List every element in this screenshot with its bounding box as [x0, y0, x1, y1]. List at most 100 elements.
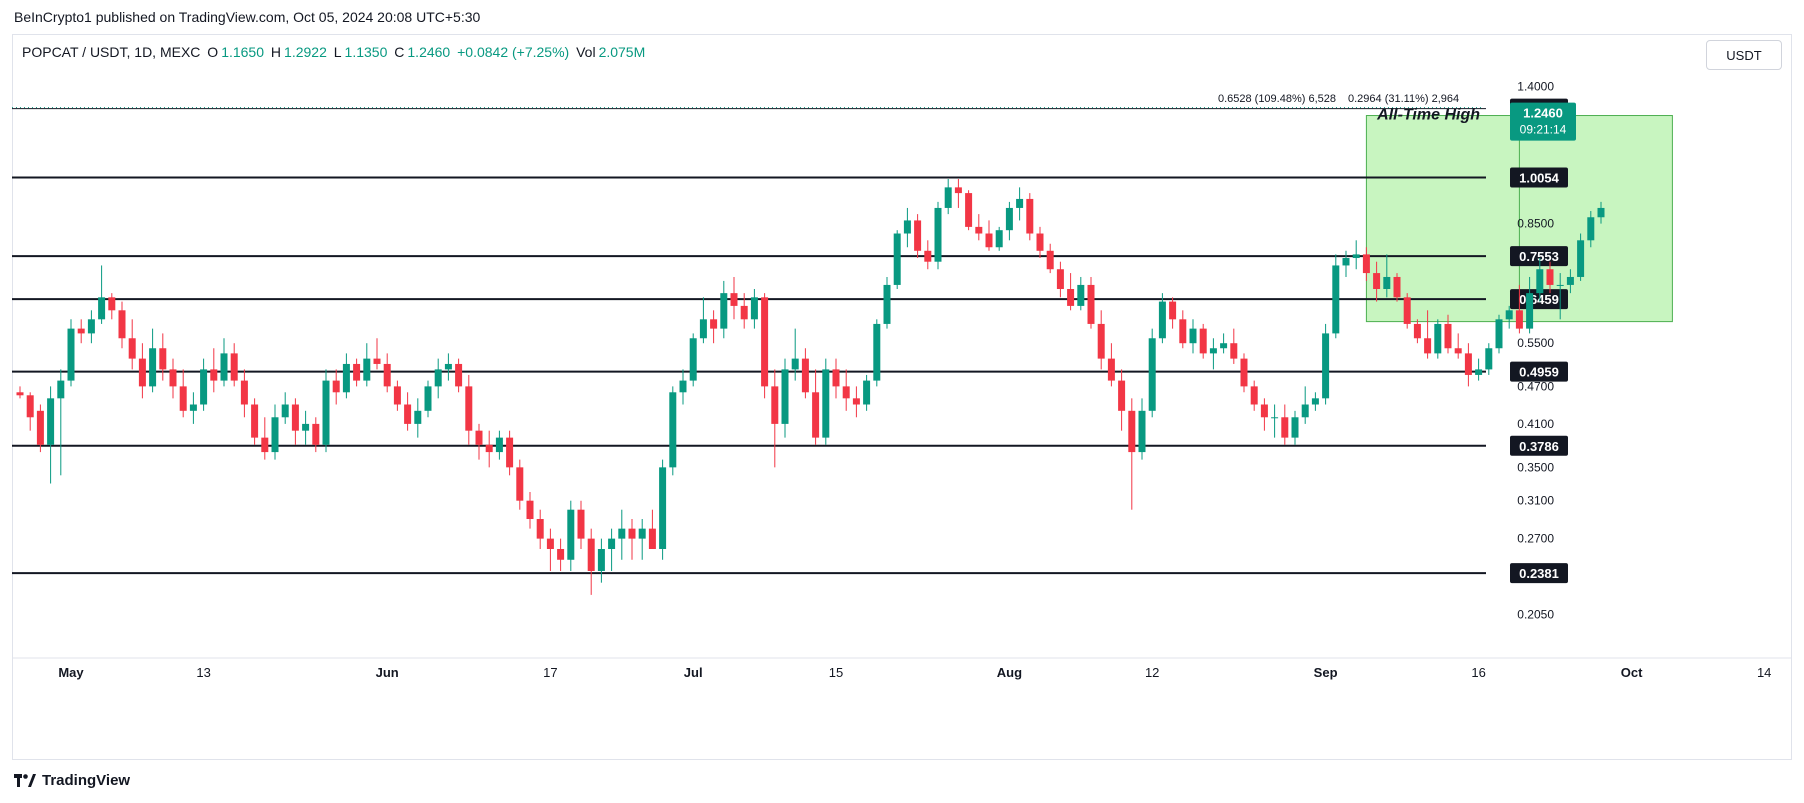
candle-body: [291, 404, 299, 431]
currency-button[interactable]: USDT: [1706, 40, 1782, 70]
level-label-bg: [1510, 563, 1568, 584]
candle-body: [220, 353, 228, 381]
candle-body: [353, 363, 361, 381]
candle-body: [1393, 276, 1401, 298]
publisher-credit: BeInCrypto1 published on TradingView.com…: [14, 9, 481, 25]
candle-body: [87, 319, 95, 334]
candle-body: [1577, 240, 1585, 277]
close-value: 1.2460: [407, 44, 451, 60]
candle-body: [1118, 380, 1126, 411]
level-label: 1.0054: [1519, 171, 1560, 186]
candle-body: [475, 430, 483, 445]
level-label-bg: [1510, 435, 1568, 456]
candle-body: [363, 358, 371, 381]
level-label-bg: [1510, 289, 1568, 310]
level-label-bg: [1510, 246, 1568, 267]
candle-body: [720, 293, 728, 329]
candle-body: [1332, 265, 1340, 334]
candle-body: [261, 437, 269, 453]
candle-body: [638, 528, 646, 539]
candle-body: [1005, 207, 1013, 231]
candle-body: [332, 380, 340, 393]
candle-body: [546, 538, 554, 549]
candle-body: [740, 305, 748, 320]
all-time-high-annotation: All-Time High: [1376, 107, 1480, 124]
candle-body: [1209, 348, 1217, 354]
candle-body: [1342, 258, 1350, 266]
candle-body: [1495, 319, 1503, 349]
candle-body: [1097, 323, 1105, 359]
candle-body: [138, 358, 146, 387]
candle-body: [1587, 217, 1595, 241]
candle-body: [1036, 233, 1044, 251]
level-label-bg: [1510, 361, 1568, 382]
candle-body: [1158, 301, 1166, 339]
candle-body: [608, 538, 616, 549]
candle-body: [1128, 410, 1136, 453]
level-label: 0.6459: [1519, 292, 1559, 307]
x-axis-tick: Oct: [1621, 665, 1643, 680]
candle-body: [628, 528, 636, 539]
brand-name: TradingView: [42, 772, 131, 789]
candle-body: [852, 398, 860, 405]
candle-body: [883, 284, 891, 324]
candle-body: [312, 423, 320, 445]
candle-body: [822, 369, 830, 438]
candle-body: [1026, 198, 1034, 234]
candle-body: [118, 310, 126, 339]
candle-body: [1016, 198, 1024, 208]
candle-body: [271, 417, 279, 453]
level-label: 0.3786: [1519, 439, 1559, 454]
candle-body: [373, 358, 381, 364]
x-axis-tick: 17: [543, 665, 557, 680]
candle-body: [710, 319, 718, 329]
candle-body: [965, 193, 973, 227]
candle-body: [1046, 250, 1054, 270]
x-axis-tick: 16: [1471, 665, 1485, 680]
candle-body: [1107, 358, 1115, 381]
candle-body: [1556, 284, 1564, 286]
candle-body: [179, 386, 187, 411]
candle-body: [26, 395, 34, 418]
candle-body: [16, 392, 24, 396]
close-label: C: [394, 44, 405, 60]
last-price-label: 1.2460: [1523, 106, 1563, 121]
candle-body: [108, 297, 116, 311]
candle-body: [536, 519, 544, 539]
candle-body: [47, 398, 55, 445]
candle-body: [1383, 276, 1391, 290]
candle-body: [506, 437, 514, 468]
candle-body: [322, 380, 330, 445]
x-axis-tick: 13: [196, 665, 210, 680]
candle-body: [169, 369, 177, 387]
candle-body: [781, 369, 789, 424]
y-axis-tick: 0.4100: [1517, 417, 1554, 431]
candle-body: [128, 338, 136, 359]
candle-body: [1067, 289, 1075, 306]
candle-body: [934, 207, 942, 262]
last-price-label-bg: [1510, 102, 1576, 141]
candle-body: [1413, 323, 1421, 339]
candle-body: [1087, 284, 1095, 324]
candle-body: [516, 467, 524, 501]
y-axis-tick: 0.4700: [1517, 379, 1554, 393]
candle-body: [77, 328, 85, 334]
candle-body: [1373, 273, 1381, 290]
candle-body: [1220, 343, 1228, 349]
x-axis-tick: 15: [829, 665, 843, 680]
candle-body: [873, 323, 881, 381]
low-value: 1.1350: [344, 44, 388, 60]
candle-body: [842, 386, 850, 399]
candle-body: [812, 392, 820, 438]
candle-body: [893, 233, 901, 285]
candle-body: [189, 404, 197, 411]
candle-body: [587, 538, 595, 571]
y-axis-tick: 0.2050: [1517, 607, 1554, 621]
candle-body: [1362, 254, 1370, 274]
candle-body: [557, 548, 565, 560]
symbol-label[interactable]: POPCAT / USDT, 1D, MEXC: [22, 44, 201, 60]
candle-body: [302, 423, 310, 431]
candle-body: [1322, 333, 1330, 399]
candle-body: [1485, 348, 1493, 370]
